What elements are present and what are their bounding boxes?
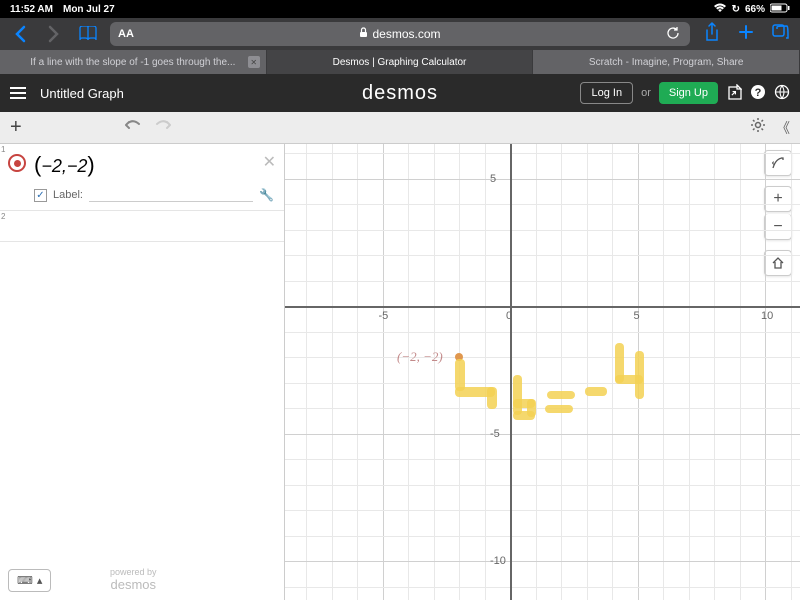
safari-toolbar: AA desmos.com — [0, 18, 800, 50]
annotation-stroke — [635, 351, 644, 399]
expression-row-2[interactable]: 2 — [0, 211, 284, 242]
sync-icon: ↻ — [732, 4, 740, 15]
login-button[interactable]: Log In — [580, 82, 633, 104]
graph-title[interactable]: Untitled Graph — [40, 86, 124, 101]
redo-button[interactable] — [154, 118, 174, 137]
tab-3-label: Scratch - Imagine, Program, Share — [589, 57, 744, 68]
battery-percent: 66% — [745, 4, 765, 15]
expression-row-1[interactable]: 1 (−2,−2) ✕ ✓ Label: 🔧 — [0, 144, 284, 211]
zoom-out-button[interactable]: − — [764, 214, 792, 240]
status-date: Mon Jul 27 — [63, 4, 115, 15]
tab-3[interactable]: Scratch - Imagine, Program, Share — [533, 50, 800, 74]
graph-canvas[interactable]: + − -5 0 5 10 5 -5 -10 (−2, −2) — [285, 144, 800, 600]
expression-toolbar: + 《 — [0, 112, 800, 144]
tab-1-label: If a line with the slope of -1 goes thro… — [30, 57, 235, 68]
language-button[interactable] — [774, 84, 790, 103]
annotation-stroke — [545, 405, 573, 413]
share-button[interactable] — [700, 22, 724, 47]
url-text: desmos.com — [372, 27, 440, 41]
url-bar[interactable]: AA desmos.com — [110, 22, 690, 46]
y-axis-label: -10 — [490, 555, 506, 567]
status-time: 11:52 AM — [10, 4, 53, 15]
annotation-stroke — [513, 375, 522, 415]
label-options-button[interactable]: 🔧 — [259, 188, 274, 202]
annotation-stroke — [585, 387, 607, 396]
reader-aa[interactable]: AA — [118, 28, 134, 40]
svg-text:?: ? — [755, 87, 762, 99]
wifi-icon — [713, 3, 727, 16]
forward-button[interactable] — [42, 22, 66, 46]
annotation-stroke — [487, 387, 497, 409]
menu-button[interactable] — [10, 87, 26, 99]
annotation-stroke — [547, 391, 575, 399]
delete-expression-button[interactable]: ✕ — [263, 152, 276, 172]
y-axis-label: -5 — [490, 428, 500, 440]
battery-icon — [770, 3, 790, 16]
tabs-button[interactable] — [768, 23, 792, 46]
undo-button[interactable] — [122, 118, 142, 137]
x-axis-label: 5 — [634, 310, 640, 322]
x-axis-label: 10 — [761, 310, 773, 322]
signup-button[interactable]: Sign Up — [659, 82, 718, 104]
settings-button[interactable] — [750, 117, 766, 138]
keyboard-icon: ⌨ — [17, 574, 33, 587]
x-axis-label: 0 — [506, 310, 512, 322]
point-label: (−2, −2) — [397, 349, 443, 365]
ios-status-bar: 11:52 AM Mon Jul 27 ↻ 66% — [0, 0, 800, 18]
help-button[interactable]: ? — [750, 84, 766, 103]
powered-by: powered by desmos — [110, 568, 157, 592]
reload-button[interactable] — [666, 26, 680, 43]
x-axis-label: -5 — [379, 310, 389, 322]
zoom-in-button[interactable]: + — [764, 186, 792, 212]
desmos-header: Untitled Graph desmos Log In or Sign Up … — [0, 74, 800, 112]
tab-1-close[interactable]: ✕ — [248, 56, 260, 68]
expression-sidebar: 1 (−2,−2) ✕ ✓ Label: 🔧 2 ⌨ ▴ po — [0, 144, 285, 600]
home-button[interactable] — [764, 250, 792, 276]
label-text: Label: — [53, 189, 83, 201]
y-axis-label: 5 — [490, 173, 496, 185]
new-tab-button[interactable] — [734, 23, 758, 46]
tabs-bar: If a line with the slope of -1 goes thro… — [0, 50, 800, 74]
expression-color-icon[interactable] — [8, 154, 26, 172]
label-input[interactable] — [89, 189, 253, 202]
desmos-logo: desmos — [362, 82, 438, 105]
lock-icon — [359, 27, 368, 41]
label-checkbox[interactable]: ✓ — [34, 189, 47, 202]
tab-1[interactable]: If a line with the slope of -1 goes thro… — [0, 50, 267, 74]
tab-2[interactable]: Desmos | Graphing Calculator — [267, 50, 534, 74]
or-text: or — [641, 87, 651, 99]
add-expression-button[interactable]: + — [10, 116, 22, 139]
collapse-sidebar-button[interactable]: 《 — [776, 118, 790, 138]
bookmarks-button[interactable] — [76, 22, 100, 46]
annotation-stroke — [513, 411, 535, 420]
tab-2-label: Desmos | Graphing Calculator — [333, 57, 467, 68]
expression-math[interactable]: (−2,−2) — [34, 156, 95, 176]
chevron-up-icon: ▴ — [37, 574, 43, 587]
share-graph-button[interactable] — [726, 84, 742, 103]
keyboard-toggle[interactable]: ⌨ ▴ — [8, 569, 51, 592]
back-button[interactable] — [8, 22, 32, 46]
